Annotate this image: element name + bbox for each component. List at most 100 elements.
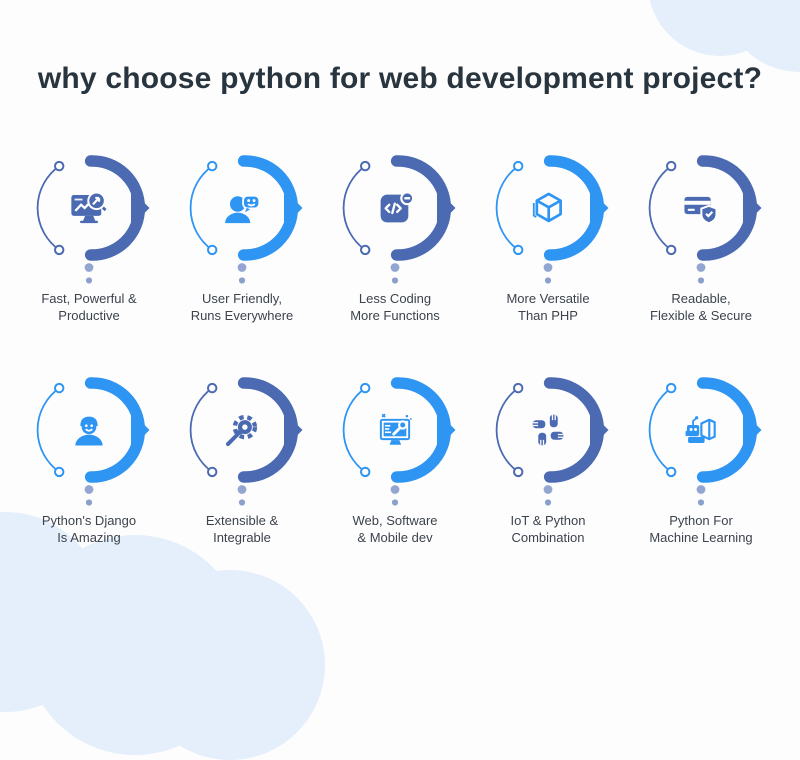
benefit-label-line-1: User Friendly, [202,291,282,306]
benefit-label-line-1: Python For [669,513,733,528]
dot-bottom [85,277,93,284]
benefit-item-7: Extensible & Integrable [166,370,319,546]
benefit-item-3: Less Coding More Functions [319,148,472,324]
benefit-label-line-2: Productive [58,308,120,323]
circular-arrow-graphic [342,155,456,284]
arrow-head [437,189,456,227]
dot-top [543,263,553,272]
circular-arrow-graphic [342,377,456,506]
dot-top [390,263,400,272]
arc-end-ring-bottom [513,244,524,256]
arrow-head [131,411,150,449]
benefit-item-5: Readable, Flexible & Secure [625,148,778,324]
user-smiley-icon [225,194,261,224]
arc-end-ring-bottom [207,244,218,256]
monitor-chart-icon [71,191,107,224]
thin-arc [648,165,672,251]
dot-bottom [697,277,705,284]
benefit-label: User Friendly, Runs Everywhere [191,290,294,324]
benefit-label: Extensible & Integrable [206,512,278,546]
thin-arc [495,165,519,251]
dot-top [543,485,553,494]
benefit-label-line-2: Runs Everywhere [190,308,294,323]
dot-top [696,263,706,272]
benefit-item-4: More Versatile Than PHP [472,148,625,324]
benefit-item-2: User Friendly, Runs Everywhere [166,148,319,324]
thin-arc [342,165,366,251]
arc-end-ring-top [666,382,677,394]
dot-top [84,485,94,494]
dot-bottom [85,499,93,506]
dot-bottom [391,277,399,284]
dot-bottom [544,277,552,284]
benefit-item-8: Web, Software & Mobile dev [319,370,472,546]
benefit-item-9: IoT & Python Combination [472,370,625,546]
arrow-head [743,189,762,227]
cube-icon [532,192,562,223]
benefit-label-line-2: & Mobile dev [357,530,433,545]
benefits-row-1: Fast, Powerful & Productive User Friendl… [0,148,795,324]
robot-learning-icon [685,416,716,443]
benefit-label-line-2: Flexible & Secure [650,308,752,323]
circular-arrow-graphic [495,155,609,284]
arrow-head [131,189,150,227]
thin-arc [36,165,60,251]
arc-end-ring-bottom [207,466,218,478]
dot-top [237,263,247,272]
benefits-row-2: Python's Django Is Amazing Extensible & … [0,370,795,546]
thin-arc [189,387,213,473]
arc-end-ring-top [513,382,524,394]
benefit-label-line-1: Fast, Powerful & [41,291,137,306]
benefit-label-line-1: Web, Software [352,513,438,528]
arrow-head [284,411,303,449]
benefit-label-line-2: Integrable [213,530,271,545]
circular-arrow-graphic [495,377,609,506]
benefit-label: Python's Django Is Amazing [42,512,136,546]
benefit-item-1: Fast, Powerful & Productive [13,148,166,324]
dot-bottom [391,499,399,506]
thin-arc [189,165,213,251]
page-title: why choose python for web development pr… [37,62,763,95]
arc-end-ring-bottom [360,466,371,478]
dot-bottom [238,277,246,284]
benefit-label: Python For Machine Learning [649,512,752,546]
code-file-icon [380,191,415,223]
arc-end-ring-top [666,160,677,172]
circular-arrow-graphic [648,377,762,506]
benefit-label-line-1: Less Coding [358,291,432,306]
arrow-head [437,411,456,449]
benefit-label-line-1: IoT & Python [510,513,586,528]
dot-bottom [238,499,246,506]
benefit-label-line-1: Python's Django [41,513,137,528]
benefit-label-line-2: Is Amazing [57,530,121,545]
arc-end-ring-bottom [54,466,65,478]
arc-end-ring-bottom [360,244,371,256]
thin-arc [342,387,366,473]
arrow-head [284,189,303,227]
monitor-wrench-icon [379,413,412,445]
dot-bottom [697,499,705,506]
arc-end-ring-top [54,160,65,172]
benefit-item-10: Python For Machine Learning [625,370,778,546]
arrow-head [590,411,609,449]
cloud-decoration-bottom-left [135,570,325,760]
benefit-label: More Versatile Than PHP [506,290,589,324]
thin-arc [648,387,672,473]
benefit-label: IoT & Python Combination [511,512,586,546]
arc-end-ring-top [54,382,65,394]
benefit-label-line-1: Extensible & [205,513,279,528]
dot-top [84,263,94,272]
thin-arc [36,387,60,473]
benefit-label: Fast, Powerful & Productive [41,290,136,324]
arc-end-ring-top [360,160,371,172]
dot-bottom [544,499,552,506]
dot-top [390,485,400,494]
arc-end-ring-top [207,382,218,394]
circular-arrow-graphic [36,155,150,284]
arc-end-ring-top [513,160,524,172]
arrow-head [590,189,609,227]
hands-square-icon [532,414,564,446]
benefit-label: Web, Software & Mobile dev [352,512,437,546]
benefit-label-line-1: More Versatile [506,291,590,306]
